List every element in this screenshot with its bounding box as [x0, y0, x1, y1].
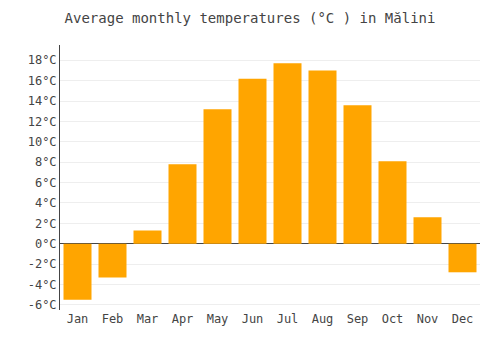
svg-text:6°C: 6°C [35, 176, 57, 190]
svg-text:Nov: Nov [417, 312, 439, 326]
svg-text:Aug: Aug [312, 312, 334, 326]
svg-text:0°C: 0°C [35, 237, 57, 251]
svg-text:Apr: Apr [172, 312, 194, 326]
svg-text:4°C: 4°C [35, 196, 57, 210]
svg-text:Jun: Jun [242, 312, 264, 326]
svg-text:Oct: Oct [382, 312, 404, 326]
svg-text:Dec: Dec [452, 312, 474, 326]
svg-text:16°C: 16°C [28, 74, 57, 88]
svg-text:14°C: 14°C [28, 94, 57, 108]
svg-text:8°C: 8°C [35, 155, 57, 169]
svg-text:-2°C: -2°C [28, 257, 57, 271]
svg-text:Sep: Sep [347, 312, 369, 326]
svg-text:Feb: Feb [102, 312, 124, 326]
svg-text:Jul: Jul [277, 312, 299, 326]
svg-text:18°C: 18°C [28, 53, 57, 67]
svg-text:Jan: Jan [67, 312, 89, 326]
svg-text:2°C: 2°C [35, 217, 57, 231]
svg-text:12°C: 12°C [28, 115, 57, 129]
svg-text:Average monthly temperatures (: Average monthly temperatures (°C ) in Mă… [65, 10, 436, 26]
svg-text:May: May [207, 312, 229, 326]
svg-text:-6°C: -6°C [28, 298, 57, 312]
svg-text:-4°C: -4°C [28, 278, 57, 292]
svg-text:10°C: 10°C [28, 135, 57, 149]
svg-text:Mar: Mar [137, 312, 159, 326]
